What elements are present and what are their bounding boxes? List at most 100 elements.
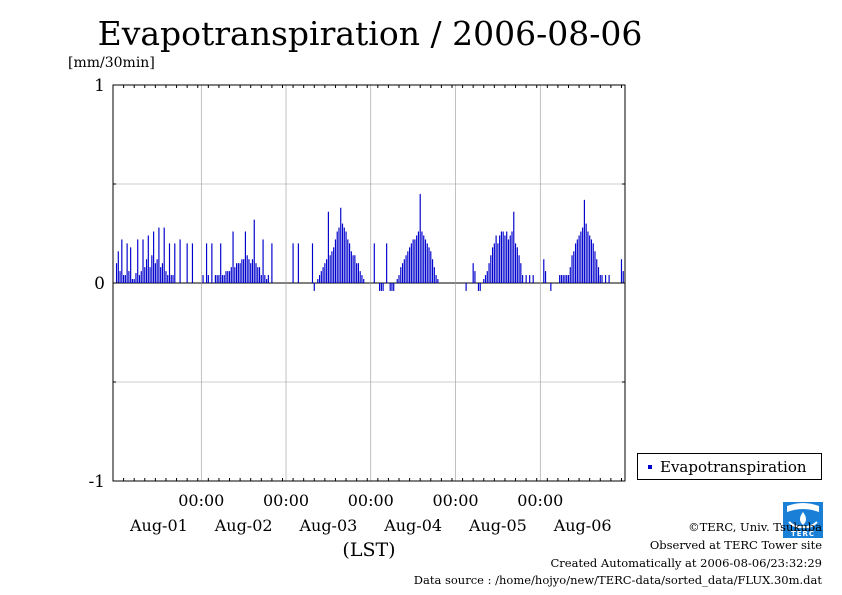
bar [158,227,160,283]
bar [352,255,354,283]
bar [544,271,547,283]
bar [472,263,474,283]
bar [145,259,148,283]
bar [597,267,600,283]
bar [428,247,430,283]
bar [292,243,294,283]
bar [426,243,428,283]
bar [333,247,335,283]
bar [264,275,266,283]
bar [179,239,181,283]
bar [585,223,587,283]
bar [317,279,319,283]
x-tick-label: 00:00 [517,491,563,510]
bar [172,275,174,283]
bar [488,263,490,283]
bar [393,283,395,291]
axis-labels: 1 0 -1 00:00 00:00 00:00 00:00 00:00 Aug-01 Aug-0… [88,76,611,561]
bar [594,251,596,283]
bar [532,275,534,283]
bar [560,275,563,283]
legend: Evapotranspiration [637,453,822,480]
bar [153,231,155,283]
bar [251,259,254,283]
bar [221,275,224,283]
bar [507,239,510,283]
bar [403,259,405,283]
bar [227,271,229,283]
bar [191,243,194,283]
day-label: Aug-06 [553,516,612,535]
bar [520,263,522,283]
bar [211,243,213,283]
bar [160,267,162,283]
bar [373,243,375,283]
bar [578,235,580,283]
bar [186,243,188,283]
svg-text:TERC: TERC [791,530,815,538]
grid-lines [113,85,625,481]
bar [326,259,328,283]
bar [228,271,231,283]
bar [220,243,222,283]
bar [514,243,517,283]
credit-observed: Observed at TERC Tower site [649,538,822,552]
bar [566,275,568,283]
bar [620,259,623,283]
credit-organization: ©TERC, Univ. Tsukuba [688,520,822,534]
x-tick-label: 00:00 [178,491,224,510]
bar [423,235,425,283]
bar [262,239,264,283]
bar [267,275,269,283]
bar [513,211,515,283]
bar [329,255,331,283]
bar [151,255,153,283]
bar [340,207,342,283]
bar [117,251,119,283]
bar [416,235,418,283]
bar [433,267,435,283]
bar [170,275,172,283]
bar [271,243,273,283]
bar [405,255,407,283]
bar [142,239,144,283]
day-label: Aug-01 [129,516,188,535]
bar [490,255,492,283]
bar [509,235,511,283]
bar [361,275,363,283]
bar [336,231,338,283]
credit-created: Created Automatically at 2006-08-06/23:3… [550,556,823,570]
bar [236,263,238,283]
bar [596,259,598,283]
bar [484,275,487,283]
bar [147,235,149,283]
bar [137,239,139,283]
bar [257,267,259,283]
bar [564,275,566,283]
bar [347,239,349,283]
day-label: Aug-04 [383,516,442,535]
bar [589,235,591,283]
bar [225,271,227,283]
bar [622,271,624,283]
bar [559,275,561,283]
bar [356,263,358,283]
bar [246,255,248,283]
bar [334,239,337,283]
bar [131,279,134,283]
bar [115,263,118,283]
bar [386,243,388,283]
terc-logo: TERC [783,502,823,538]
bar [163,227,165,283]
bar [571,255,573,283]
bar [124,275,126,283]
x-tick-label: 00:00 [432,491,478,510]
bar [567,275,570,283]
bar [477,283,480,291]
bar [258,267,261,283]
bar [126,243,128,283]
bar [486,271,488,283]
bar [518,255,520,283]
bar [357,263,359,283]
bar [398,275,400,283]
